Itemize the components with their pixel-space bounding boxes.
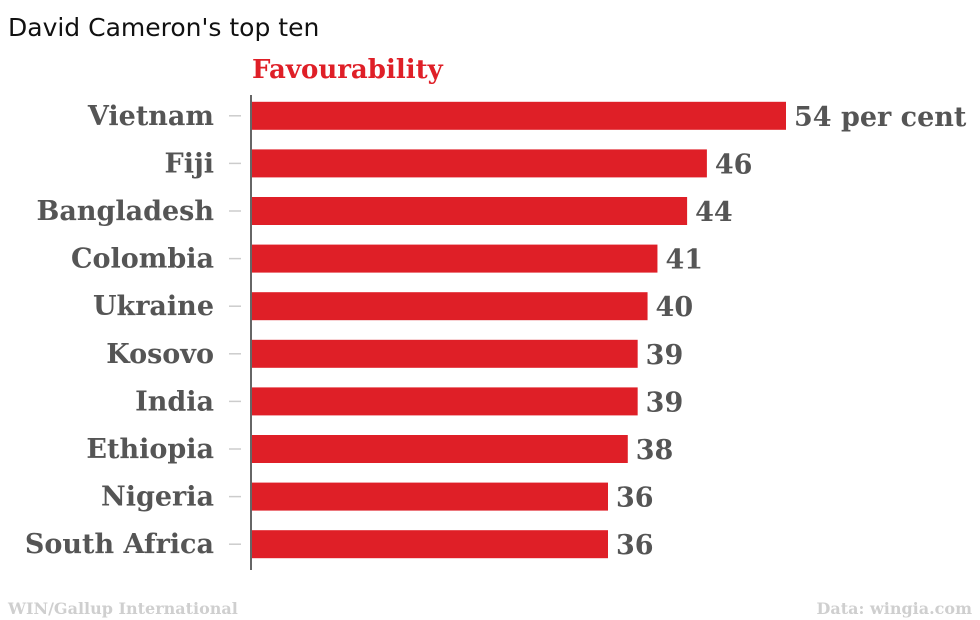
- bars-group: Vietnam 54 per cent Fiji 46 Bangladesh 44 Colo…: [25, 101, 967, 561]
- category-label: Nigeria: [101, 482, 214, 513]
- category-label: Kosovo: [106, 339, 214, 370]
- category-label: Vietnam: [87, 101, 214, 132]
- bar: [252, 244, 658, 273]
- value-label: 54 per cent: [794, 102, 967, 133]
- bar: [252, 149, 707, 178]
- category-label: India: [135, 386, 214, 417]
- bar: [252, 482, 608, 511]
- bar: [252, 530, 608, 559]
- bar: [252, 339, 638, 368]
- value-label: 41: [665, 245, 703, 276]
- source-left: WIN/Gallup International: [7, 599, 238, 618]
- series-label: Favourability: [252, 55, 444, 85]
- bar: [252, 292, 648, 321]
- value-label: 36: [616, 483, 654, 514]
- category-label: South Africa: [25, 529, 214, 560]
- category-label: Fiji: [165, 148, 214, 179]
- bar: [252, 101, 786, 130]
- bar: [252, 197, 688, 225]
- value-label: 39: [646, 387, 684, 418]
- category-label: Bangladesh: [37, 196, 215, 227]
- category-label: Ethiopia: [86, 434, 214, 465]
- value-label: 40: [656, 292, 694, 323]
- value-label: 44: [695, 197, 733, 228]
- value-label: 38: [636, 435, 674, 466]
- value-label: 39: [646, 340, 684, 371]
- bar: [252, 435, 628, 463]
- category-label: Ukraine: [93, 291, 214, 322]
- bar: [252, 387, 638, 416]
- category-label: Colombia: [71, 244, 214, 275]
- value-label: 46: [715, 149, 753, 180]
- source-right: Data: wingia.com: [816, 599, 972, 618]
- value-label: 36: [616, 530, 654, 561]
- chart-title: David Cameron's top ten: [8, 13, 319, 42]
